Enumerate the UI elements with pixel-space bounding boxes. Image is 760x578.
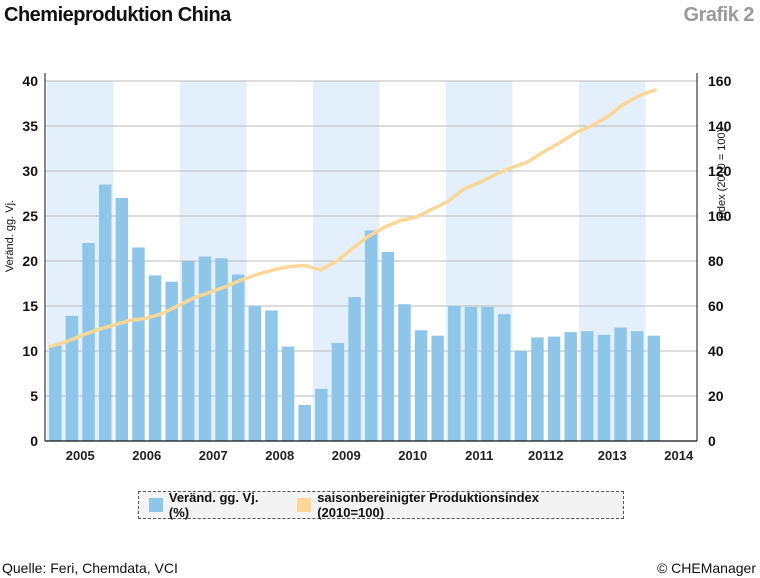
- y-tick-right: 100: [708, 208, 732, 224]
- legend: Veränd. gg. Vj. (%) saisonbereinigter Pr…: [138, 490, 624, 520]
- bar: [547, 336, 561, 441]
- source-note: Quelle: Feri, Chemdata, VCI: [2, 560, 178, 576]
- legend-label-bars: Veränd. gg. Vj. (%): [168, 490, 259, 520]
- x-tick: 2006: [132, 448, 161, 463]
- y-tick-left: 0: [30, 433, 38, 449]
- bar: [381, 252, 395, 441]
- bar: [514, 351, 528, 441]
- bar: [431, 335, 444, 441]
- legend-item-line: saisonbereinigter Produktionsindex (2010…: [297, 490, 607, 520]
- bar: [630, 331, 644, 441]
- bar: [647, 335, 661, 441]
- index-line-series: [48, 88, 657, 349]
- bar: [281, 346, 295, 441]
- y-tick-left: 35: [22, 118, 38, 134]
- x-tick: 20112: [528, 448, 563, 463]
- bar: [49, 345, 62, 441]
- index-line: [48, 88, 657, 349]
- bar: [597, 334, 611, 441]
- bar: [231, 274, 245, 441]
- bar: [364, 230, 378, 441]
- y-tick-right: 140: [708, 118, 732, 134]
- legend-swatch-bars: [149, 498, 163, 512]
- legend-item-bars: Veränd. gg. Vj. (%): [149, 490, 281, 520]
- bar: [65, 315, 79, 441]
- y-tick-right: 60: [708, 298, 724, 314]
- bar: [464, 306, 478, 441]
- bar: [132, 247, 145, 441]
- y-tick-right: 160: [708, 73, 732, 89]
- bar: [82, 243, 95, 441]
- y-tick-right: 120: [708, 163, 732, 179]
- bar: [315, 388, 328, 441]
- x-tick: 2013: [598, 448, 627, 463]
- bar: [448, 306, 461, 441]
- bar-series: [49, 184, 661, 441]
- bar: [165, 281, 178, 441]
- legend-swatch-line: [297, 498, 312, 512]
- chart-title: Chemieproduktion China: [4, 4, 231, 26]
- bar: [198, 256, 212, 441]
- bar: [348, 297, 361, 441]
- bar: [265, 310, 278, 441]
- y-tick-right: 0: [708, 433, 716, 449]
- tick-labels: 0 5 10 15 20 25 30 35 40 0 20 40 60 80 100 120 140 160 200…: [22, 73, 731, 463]
- legend-label-line: saisonbereinigter Produktionsindex (2010…: [317, 490, 539, 520]
- y-tick-left: 10: [22, 343, 38, 359]
- bar: [497, 314, 511, 441]
- y-tick-left: 5: [30, 388, 38, 404]
- y-tick-right: 80: [708, 253, 724, 269]
- bar: [98, 184, 112, 441]
- y-tick-left: 25: [22, 208, 38, 224]
- x-tick: 2010: [398, 448, 427, 463]
- x-tick: 2007: [199, 448, 228, 463]
- figure-badge: Grafik 2: [683, 4, 755, 26]
- copyright-note: © CHEManager: [656, 560, 756, 576]
- x-tick: 2011: [465, 448, 493, 463]
- bar: [331, 342, 345, 441]
- bar: [581, 331, 594, 441]
- axes: [44, 73, 698, 442]
- bar: [398, 304, 411, 441]
- bar: [215, 258, 228, 441]
- bar: [182, 261, 195, 441]
- bar: [481, 306, 494, 441]
- y-tick-left: 15: [22, 298, 38, 314]
- bar: [248, 306, 262, 441]
- bar: [148, 275, 162, 441]
- y-tick-left: 30: [22, 163, 38, 179]
- x-tick: 2008: [265, 448, 294, 463]
- y-tick-left: 40: [22, 73, 38, 89]
- x-tick: 2009: [332, 448, 361, 463]
- y-tick-right: 40: [708, 343, 724, 359]
- y-tick-right: 20: [708, 388, 724, 404]
- bar: [531, 337, 544, 441]
- bar: [115, 198, 129, 441]
- bar: [614, 327, 627, 441]
- x-tick: 2014: [664, 448, 694, 463]
- bar: [298, 405, 311, 441]
- bar: [564, 332, 577, 441]
- x-tick: 2005: [66, 448, 95, 463]
- y-tick-left: 20: [22, 253, 38, 269]
- bar: [414, 330, 428, 441]
